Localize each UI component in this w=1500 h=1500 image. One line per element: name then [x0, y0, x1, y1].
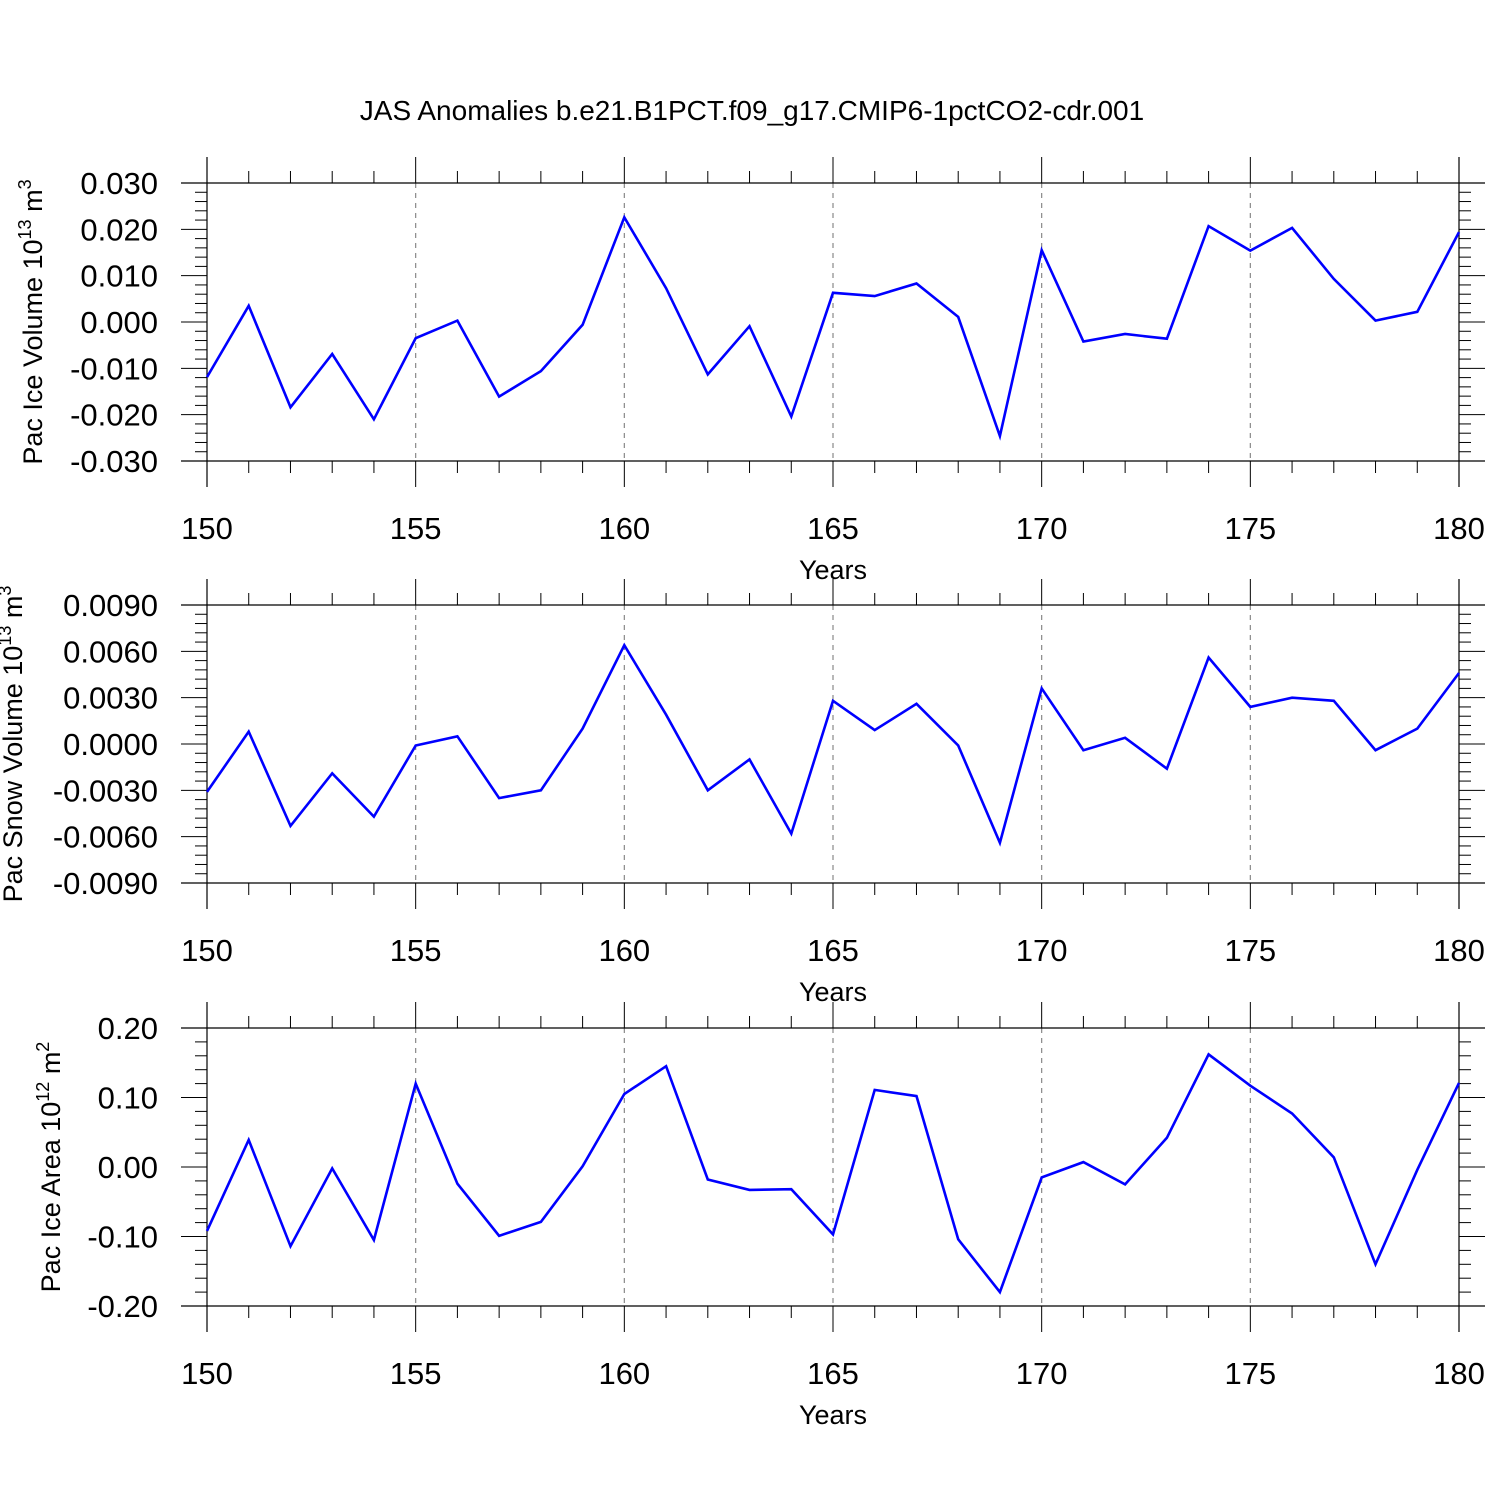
- x-tick-label: 160: [598, 933, 650, 968]
- x-tick-label: 175: [1224, 933, 1276, 968]
- y-tick-label: -0.030: [70, 444, 158, 479]
- y-tick-label: 0.0000: [63, 727, 158, 762]
- y-axis-label: Pac Ice Volume 1013 m3: [15, 179, 48, 464]
- series-line-1: [205, 642, 1461, 847]
- x-tick-label: 155: [390, 511, 442, 546]
- chart-panel-2: -0.0090 -0.0060 -0.0030 0.0000 0.0030 0.0060 0…: [0, 579, 1485, 1007]
- chart-panel-1: -0.030 -0.020 -0.010 0.000 0.010 0.020 0.030 15…: [15, 157, 1485, 585]
- y-axis-label: Pac Ice Area 1012 m2: [33, 1042, 66, 1293]
- x-tick-label: 150: [181, 1356, 233, 1391]
- x-tick-label: 170: [1016, 1356, 1068, 1391]
- x-tick-label: 175: [1224, 1356, 1276, 1391]
- x-tick-label: 165: [807, 1356, 859, 1391]
- y-tick-label: -0.20: [87, 1289, 158, 1324]
- x-tick-label: 160: [598, 1356, 650, 1391]
- y-tick-label: 0.00: [98, 1150, 158, 1185]
- y-tick-label: -0.0060: [53, 820, 158, 855]
- y-tick-label: -0.10: [87, 1220, 158, 1255]
- x-tick-label: 150: [181, 933, 233, 968]
- y-tick-label: 0.0090: [63, 588, 158, 623]
- y-tick-label: 0.020: [80, 212, 158, 247]
- x-tick-label: 180: [1433, 511, 1485, 546]
- y-tick-label: -0.010: [70, 351, 158, 386]
- y-tick-label: 0.10: [98, 1081, 158, 1116]
- x-tick-label: 175: [1224, 511, 1276, 546]
- x-tick-label: 180: [1433, 933, 1485, 968]
- y-tick-label: 0.0060: [63, 634, 158, 669]
- y-tick-label: 0.000: [80, 305, 158, 340]
- x-tick-label: 170: [1016, 933, 1068, 968]
- y-axis-label: Pac Snow Volume 1013 m3: [0, 586, 28, 903]
- x-axis-label: Years: [799, 1400, 867, 1430]
- x-tick-label: 155: [390, 1356, 442, 1391]
- x-tick-label: 155: [390, 933, 442, 968]
- y-tick-label: 0.010: [80, 259, 158, 294]
- y-tick-label: -0.020: [70, 398, 158, 433]
- y-tick-label: 0.20: [98, 1011, 158, 1046]
- x-tick-label: 170: [1016, 511, 1068, 546]
- y-tick-label: -0.0090: [53, 866, 158, 901]
- figure-title: JAS Anomalies b.e21.B1PCT.f09_g17.CMIP6-…: [360, 95, 1144, 126]
- x-tick-label: 150: [181, 511, 233, 546]
- y-tick-label: 0.030: [80, 166, 158, 201]
- y-tick-label: 0.0030: [63, 681, 158, 716]
- series-line-1: [205, 214, 1461, 441]
- chart-panel-3: -0.20 -0.10 0.00 0.10 0.20 150 155 160 165 170 175…: [33, 1002, 1485, 1430]
- x-tick-label: 165: [807, 933, 859, 968]
- x-tick-label: 160: [598, 511, 650, 546]
- x-tick-label: 180: [1433, 1356, 1485, 1391]
- x-tick-label: 165: [807, 511, 859, 546]
- chart-panels: -0.030 -0.020 -0.010 0.000 0.010 0.020 0.030 15…: [0, 157, 1485, 1430]
- series-line-1: [205, 1052, 1461, 1295]
- y-tick-label: -0.0030: [53, 773, 158, 808]
